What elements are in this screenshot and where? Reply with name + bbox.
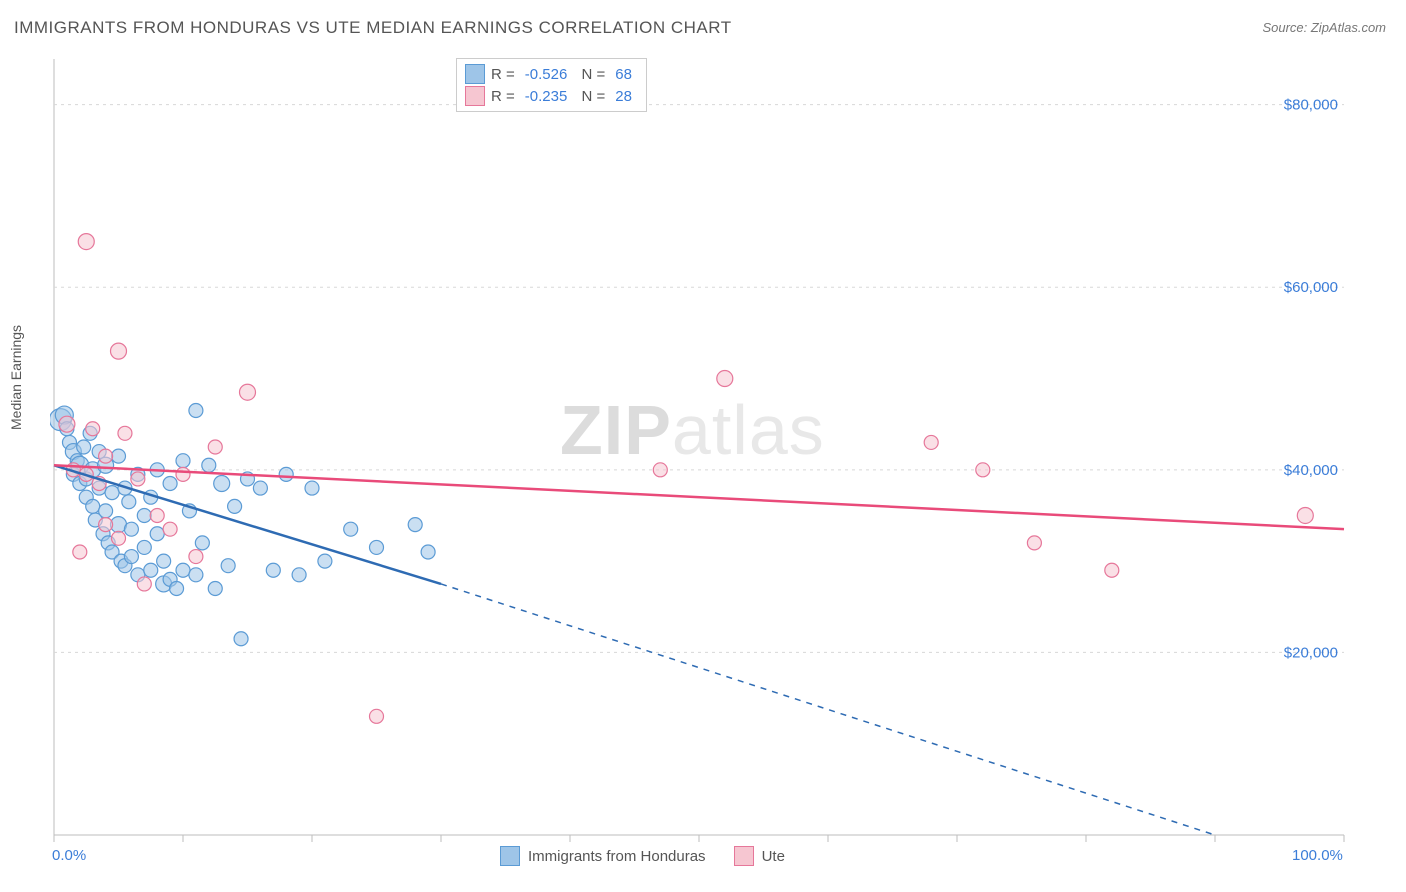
legend-swatch-honduras bbox=[500, 846, 520, 866]
legend-item-ute: Ute bbox=[734, 846, 785, 866]
x-axis-max-label: 100.0% bbox=[1292, 847, 1343, 864]
legend-n-value-honduras: 68 bbox=[615, 66, 632, 83]
legend-n-label: N = bbox=[577, 88, 605, 105]
source-attribution: Source: ZipAtlas.com bbox=[1262, 20, 1386, 35]
legend-r-value-honduras: -0.526 bbox=[525, 66, 568, 83]
svg-text:$20,000: $20,000 bbox=[1284, 644, 1338, 661]
legend-n-value-ute: 28 bbox=[615, 88, 632, 105]
legend-row-ute: R = -0.235 N = 28 bbox=[465, 85, 636, 107]
legend-swatch-honduras bbox=[465, 64, 485, 84]
legend-item-honduras: Immigrants from Honduras bbox=[500, 846, 706, 866]
legend-row-honduras: R = -0.526 N = 68 bbox=[465, 63, 636, 85]
chart-plot-area: $20,000 $40,000 $60,000 $80,000 bbox=[50, 55, 1390, 835]
svg-text:$80,000: $80,000 bbox=[1284, 97, 1338, 114]
chart-title: IMMIGRANTS FROM HONDURAS VS UTE MEDIAN E… bbox=[14, 18, 732, 38]
legend-swatch-ute bbox=[465, 86, 485, 106]
series-legend: Immigrants from Honduras Ute bbox=[500, 846, 785, 866]
legend-r-label: R = bbox=[491, 88, 515, 105]
svg-text:$40,000: $40,000 bbox=[1284, 462, 1338, 479]
y-axis-label: Median Earnings bbox=[8, 325, 24, 430]
correlation-legend: R = -0.526 N = 68 R = -0.235 N = 28 bbox=[456, 58, 647, 112]
legend-n-label: N = bbox=[577, 66, 605, 83]
legend-r-label: R = bbox=[491, 66, 515, 83]
legend-r-value-ute: -0.235 bbox=[525, 88, 568, 105]
svg-text:$60,000: $60,000 bbox=[1284, 279, 1338, 296]
x-axis-min-label: 0.0% bbox=[52, 847, 86, 864]
chart-svg: $20,000 $40,000 $60,000 $80,000 bbox=[50, 55, 1390, 845]
legend-swatch-ute bbox=[734, 846, 754, 866]
legend-label-honduras: Immigrants from Honduras bbox=[528, 848, 706, 865]
legend-label-ute: Ute bbox=[762, 848, 785, 865]
